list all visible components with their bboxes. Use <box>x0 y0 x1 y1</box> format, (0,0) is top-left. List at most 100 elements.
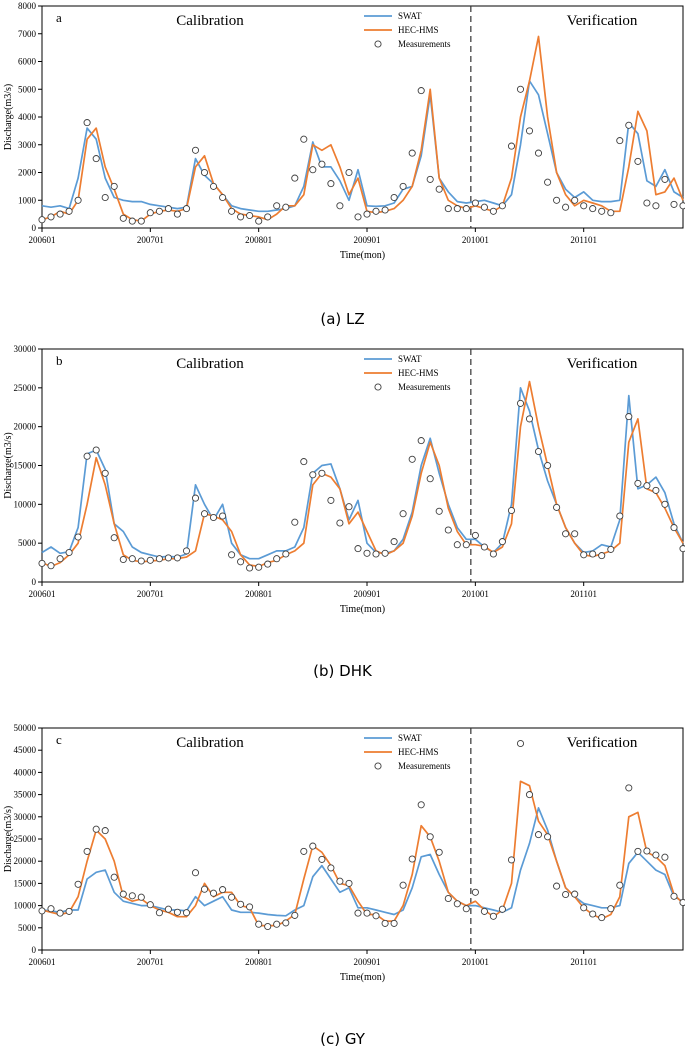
x-tick-label: 200701 <box>137 235 164 245</box>
measurement-point <box>291 174 299 182</box>
measurement-point <box>525 127 534 135</box>
measurement-point <box>480 907 488 915</box>
measurement-point <box>516 399 525 407</box>
measurement-point <box>562 203 570 211</box>
x-tick-label: 201101 <box>570 957 597 967</box>
x-tick-label: 201101 <box>570 235 597 245</box>
y-tick-label: 7000 <box>18 29 37 39</box>
measurement-point <box>634 847 642 855</box>
legend-hec-hms-label: HEC-HMS <box>398 747 439 757</box>
measurement-point <box>625 121 633 129</box>
y-tick-label: 2000 <box>18 168 37 178</box>
y-tick-label: 35000 <box>14 790 37 800</box>
measurement-point <box>544 178 552 186</box>
measurement-point <box>110 534 118 542</box>
measurement-point <box>219 193 227 202</box>
x-tick-label: 200901 <box>354 957 381 967</box>
measurement-point <box>507 856 516 864</box>
y-axis-title: Discharge(m3/s) <box>3 84 14 150</box>
x-tick-label: 200801 <box>245 589 272 599</box>
legend-swat-label: SWAT <box>398 733 422 743</box>
y-tick-label: 6000 <box>18 57 37 67</box>
measurement-point <box>336 519 344 527</box>
measurement-point <box>616 512 624 520</box>
measurement-point <box>83 452 91 460</box>
x-tick-label: 200901 <box>354 235 381 245</box>
measurement-point <box>74 533 82 541</box>
measurement-point <box>264 922 272 931</box>
x-tick-label: 201001 <box>462 235 489 245</box>
x-tick-label: 200801 <box>245 957 272 967</box>
panel-letter: b <box>56 353 63 368</box>
measurement-point <box>462 541 470 549</box>
measurement-point <box>327 180 335 188</box>
measurement-point <box>209 889 218 897</box>
y-tick-label: 10000 <box>14 901 37 911</box>
measurement-point <box>670 524 678 532</box>
measurement-point <box>228 893 236 901</box>
legend-measurements-swatch <box>374 40 382 48</box>
measurement-point <box>164 205 172 213</box>
measurement-point <box>571 530 579 538</box>
measurement-point <box>435 507 443 515</box>
measurement-point <box>318 160 326 168</box>
caption-b: (b) DHK <box>313 662 372 680</box>
measurement-point <box>507 506 516 515</box>
measurement-point <box>390 193 398 202</box>
measurement-point <box>246 564 254 572</box>
series-swat-line <box>41 386 684 560</box>
measurement-point <box>300 847 308 855</box>
measurement-point <box>273 555 281 563</box>
measurement-point <box>237 213 245 221</box>
measurement-point <box>200 168 209 177</box>
measurement-point <box>435 185 443 193</box>
measurement-point <box>164 905 172 913</box>
measurement-point <box>219 886 227 894</box>
measurement-point <box>74 880 82 888</box>
measurement-point <box>173 210 181 218</box>
x-tick-label: 200601 <box>29 235 56 245</box>
legend-measurements-label: Measurements <box>398 382 451 392</box>
measurement-point <box>652 486 660 494</box>
measurement-point <box>345 503 353 511</box>
measurement-point <box>101 827 109 835</box>
measurement-point <box>209 513 218 522</box>
panel-letter: c <box>56 732 62 747</box>
measurement-point <box>489 550 497 558</box>
measurement-point <box>372 550 380 558</box>
measurement-point <box>336 877 344 885</box>
measurement-point <box>65 907 73 915</box>
measurement-point <box>47 213 55 221</box>
measurement-point <box>282 203 290 211</box>
measurement-point <box>38 559 46 567</box>
measurement-point <box>228 551 236 559</box>
measurement-point <box>354 909 362 917</box>
calibration-label: Calibration <box>176 735 244 751</box>
measurement-point <box>128 892 136 900</box>
measurement-point <box>56 909 64 917</box>
measurement-point <box>607 545 615 553</box>
y-axis-title: Discharge(m3/s) <box>3 806 14 872</box>
measurement-point <box>146 901 154 909</box>
y-tick-label: 20000 <box>14 422 37 432</box>
x-tick-label: 201101 <box>570 589 597 599</box>
x-axis-title: Time(mon) <box>340 972 385 983</box>
measurement-point <box>661 853 669 861</box>
x-axis-title: Time(mon) <box>340 250 385 261</box>
measurement-point <box>426 475 434 483</box>
measurement-point <box>399 182 407 190</box>
series-swat-line <box>41 80 684 213</box>
measurement-point <box>625 413 633 421</box>
measurement-point <box>580 904 588 912</box>
measurement-point <box>498 538 506 546</box>
measurement-point <box>282 919 290 927</box>
measurement-point <box>110 873 118 881</box>
y-tick-label: 25000 <box>14 383 37 393</box>
verification-label: Verification <box>567 13 638 29</box>
measurement-point <box>534 831 543 839</box>
measurement-point <box>56 210 64 218</box>
measurement-point <box>480 203 488 211</box>
y-tick-label: 50000 <box>14 723 37 733</box>
legend-swat-label: SWAT <box>398 11 422 21</box>
measurement-point <box>534 149 543 157</box>
